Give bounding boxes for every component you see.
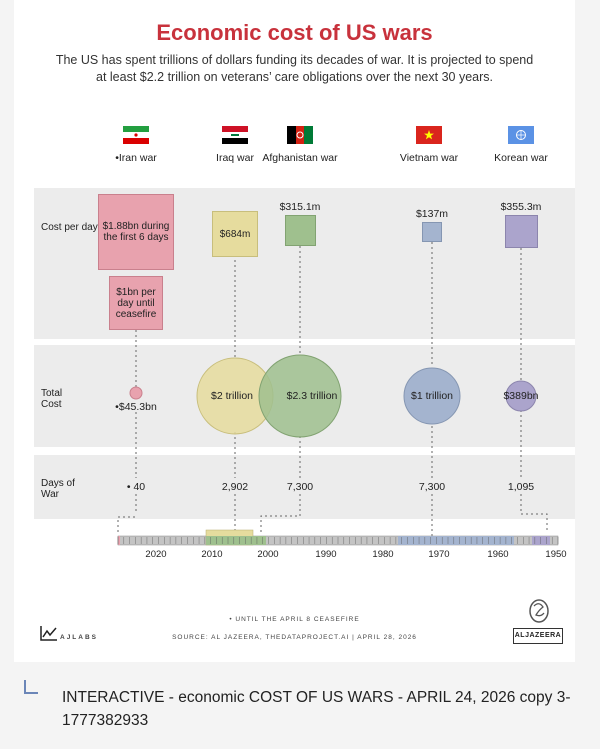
cost-box-korean	[505, 215, 538, 248]
footnote-source: SOURCE: AL JAZEERA, THEDATAPROJECT.AI | …	[172, 634, 417, 641]
footnote-ceasefire: • UNTIL THE APRIL 8 CEASEFIRE	[229, 616, 360, 623]
iran-flag-icon	[123, 126, 149, 144]
war-name-korean: Korean war	[494, 152, 548, 164]
days-vietnam: 7,300	[418, 481, 446, 493]
days-of-war-band	[34, 455, 575, 519]
un-flag-icon	[508, 126, 534, 144]
connector-lines	[117, 242, 548, 536]
bubble-korean	[505, 380, 537, 412]
chart-title: Economic cost of US wars	[156, 20, 433, 45]
war-name-vietnam: Vietnam war	[399, 152, 459, 164]
bubble-vietnam	[403, 367, 461, 425]
cost-label-korean: $355.3m	[500, 201, 542, 213]
bubble-iran	[129, 386, 143, 400]
chart-subtitle: The US has spent trillions of dollars fu…	[55, 53, 534, 84]
total-label-korean: $389bn	[503, 390, 539, 402]
cost-box-iraq: $684m	[212, 211, 258, 257]
year-2000: 2000	[257, 549, 279, 560]
year-1980: 1980	[372, 549, 394, 560]
ajlabs-logo-icon	[40, 626, 57, 641]
ajlabs-logo-text: AJLABS	[60, 634, 99, 641]
corner-indent-icon	[24, 680, 38, 694]
war-name-afghanistan: Afghanistan war	[262, 152, 338, 164]
iraq-flag-icon	[222, 126, 248, 144]
war-name-iran: •Iran war	[115, 152, 157, 164]
year-1970: 1970	[428, 549, 450, 560]
days-iran: • 40	[126, 481, 146, 493]
bubble-afghanistan	[258, 354, 342, 438]
year-1960: 1960	[487, 549, 509, 560]
cost-box-afghanistan	[285, 215, 316, 246]
war-name-iraq: Iraq war	[216, 152, 254, 164]
cost-label-afghanistan: $315.1m	[279, 201, 321, 213]
infographic-card: Economic cost of US wars The US has spen…	[14, 0, 575, 662]
total-label-iran: •$45.3bn	[115, 401, 157, 413]
days-iraq: 2,902	[221, 481, 249, 493]
cost-box-vietnam	[422, 222, 442, 242]
year-1990: 1990	[315, 549, 337, 560]
cost-label-vietnam: $137m	[415, 208, 449, 220]
days-afghanistan: 7,300	[286, 481, 314, 493]
total-label-iraq: $2 trillion	[210, 390, 254, 402]
year-1950: 1950	[545, 549, 567, 560]
afghanistan-flag-icon	[287, 126, 313, 144]
total-label-afghanistan: $2.3 trillion	[286, 390, 338, 402]
aljazeera-emblem-icon	[529, 599, 549, 623]
image-caption: INTERACTIVE - economic COST OF US WARS -…	[62, 689, 571, 729]
aljazeera-logo-text: ALJAZEERA	[513, 628, 563, 644]
cost-box-iran-ceasefire: $1bn per day until ceasefire	[109, 276, 163, 330]
row-label-total: Total Cost	[41, 388, 63, 410]
total-cost-bubbles	[129, 354, 537, 438]
year-2010: 2010	[201, 549, 223, 560]
days-korean: 1,095	[507, 481, 535, 493]
total-label-vietnam: $1 trillion	[410, 390, 454, 402]
vietnam-flag-icon	[416, 126, 442, 144]
row-label-cost: Cost per day	[41, 222, 98, 233]
timeline	[117, 529, 559, 546]
cost-box-iran: $1.88bn during the first 6 days	[98, 194, 174, 270]
row-label-days: Days of War	[41, 478, 75, 500]
year-2020: 2020	[145, 549, 167, 560]
